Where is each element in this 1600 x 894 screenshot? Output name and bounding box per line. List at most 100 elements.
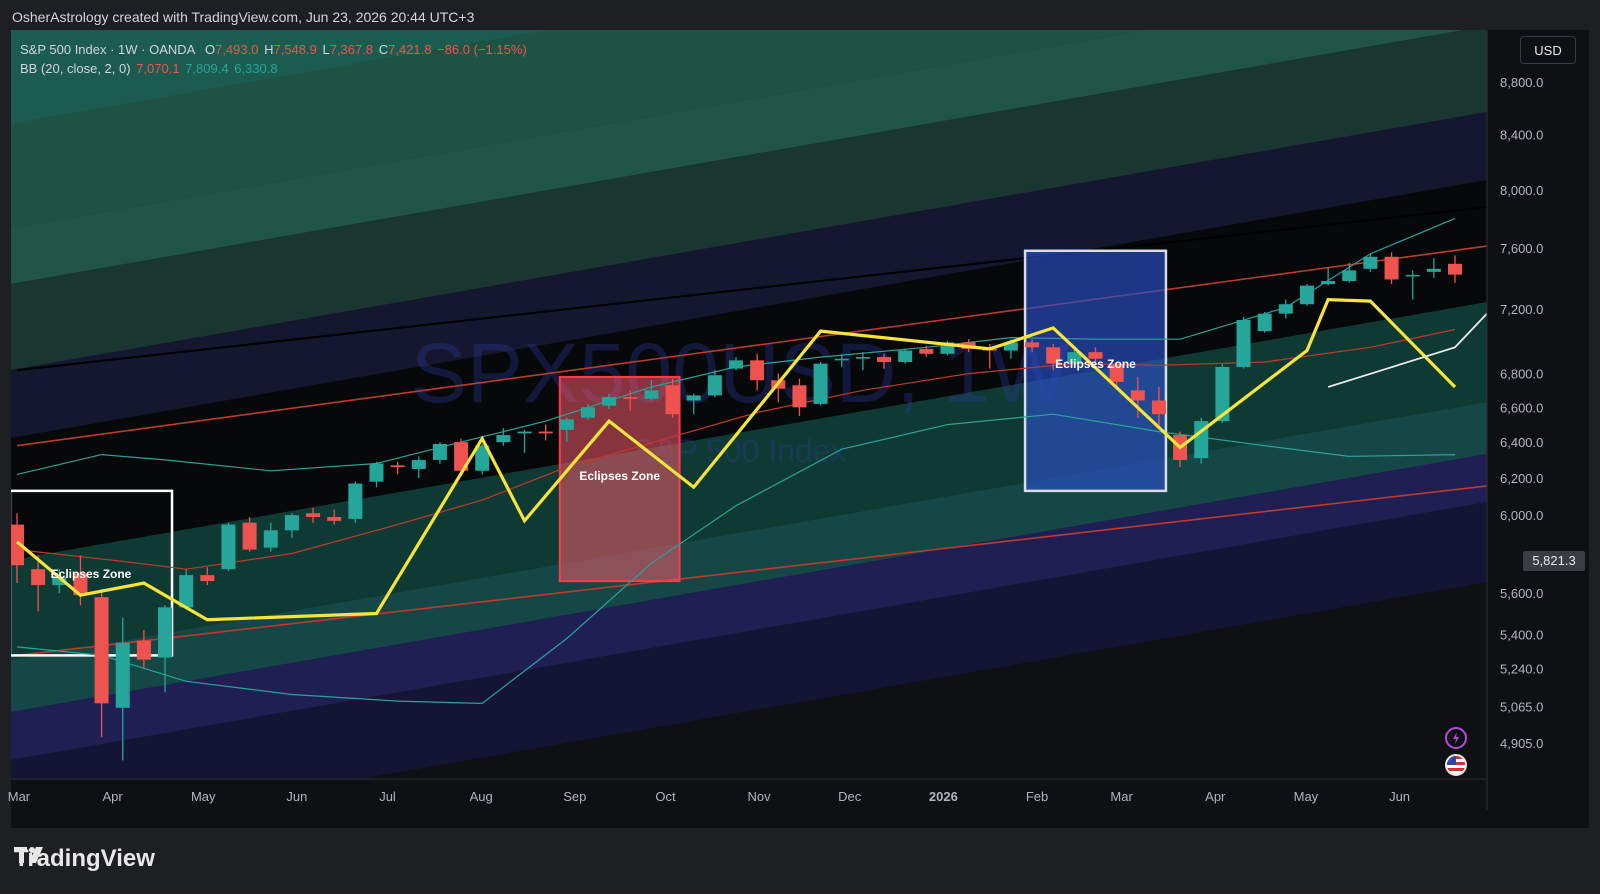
candle[interactable] bbox=[1257, 312, 1272, 333]
eclipse-zone-2[interactable] bbox=[1023, 249, 1168, 493]
candle[interactable] bbox=[136, 630, 151, 669]
candle[interactable] bbox=[1109, 361, 1124, 387]
candle-body bbox=[665, 385, 680, 415]
candle[interactable] bbox=[221, 522, 236, 572]
channel-band-8 bbox=[11, 454, 1487, 760]
candle[interactable] bbox=[411, 456, 426, 479]
candle[interactable] bbox=[1321, 267, 1336, 286]
candle-body bbox=[390, 465, 405, 468]
lightning-icon[interactable] bbox=[1445, 727, 1467, 749]
candle[interactable] bbox=[517, 429, 532, 453]
candle[interactable] bbox=[1046, 344, 1061, 371]
y-tick-label: 6,600.0 bbox=[1500, 400, 1543, 415]
candle[interactable] bbox=[665, 378, 680, 418]
bb-label[interactable]: BB (20, close, 2, 0) bbox=[20, 61, 131, 76]
candle[interactable] bbox=[559, 417, 574, 443]
candle-body bbox=[792, 385, 807, 408]
candle[interactable] bbox=[94, 589, 109, 738]
candle[interactable] bbox=[686, 393, 701, 415]
candle-body bbox=[369, 463, 384, 482]
candle[interactable] bbox=[263, 522, 278, 552]
candle[interactable] bbox=[1130, 376, 1145, 418]
candle[interactable] bbox=[115, 617, 130, 761]
candle[interactable] bbox=[750, 353, 765, 391]
candle[interactable] bbox=[834, 353, 849, 367]
candle[interactable] bbox=[454, 438, 469, 473]
candle[interactable] bbox=[1088, 347, 1103, 364]
candle[interactable] bbox=[200, 567, 215, 586]
tradingview-brand[interactable]: TradingView bbox=[14, 845, 155, 873]
candle[interactable] bbox=[1194, 417, 1209, 464]
candle-body bbox=[1405, 274, 1420, 277]
candle[interactable] bbox=[707, 370, 722, 398]
candle[interactable] bbox=[10, 513, 24, 584]
candle[interactable] bbox=[284, 513, 299, 538]
x-tick-label: Jul bbox=[379, 789, 396, 804]
candle[interactable] bbox=[348, 481, 363, 523]
open-value: 7,493.0 bbox=[215, 42, 259, 57]
candle[interactable] bbox=[813, 361, 828, 406]
candle[interactable] bbox=[644, 380, 659, 401]
candle[interactable] bbox=[496, 428, 511, 446]
candle[interactable] bbox=[1405, 270, 1420, 300]
x-tick-label: Apr bbox=[1205, 789, 1226, 804]
eclipse-zone-1[interactable] bbox=[558, 375, 681, 583]
candle[interactable] bbox=[242, 517, 257, 552]
forecast-line bbox=[15, 297, 1457, 622]
candle[interactable] bbox=[1448, 255, 1462, 283]
candle[interactable] bbox=[1342, 262, 1357, 283]
bb-lower-line bbox=[16, 413, 1456, 705]
x-tick-label: Dec bbox=[838, 789, 862, 804]
candle[interactable] bbox=[1299, 284, 1314, 306]
candle[interactable] bbox=[580, 403, 595, 420]
x-tick-label: Sep bbox=[563, 789, 586, 804]
x-tick-label: Jun bbox=[286, 789, 307, 804]
candle[interactable] bbox=[327, 509, 342, 525]
last-price-tag: 5,821.3 bbox=[1523, 551, 1585, 571]
candle[interactable] bbox=[1236, 316, 1251, 369]
candle[interactable] bbox=[602, 393, 617, 410]
candle[interactable] bbox=[158, 605, 173, 693]
candle[interactable] bbox=[475, 443, 490, 475]
candle-body bbox=[11, 524, 24, 566]
candle[interactable] bbox=[73, 555, 88, 606]
candle[interactable] bbox=[390, 461, 405, 475]
candle-body bbox=[1299, 285, 1314, 305]
candle[interactable] bbox=[1363, 253, 1378, 272]
symbol-label[interactable]: S&P 500 Index · 1W · OANDA bbox=[20, 42, 196, 57]
candle[interactable] bbox=[919, 345, 934, 358]
candle[interactable] bbox=[877, 353, 892, 369]
candle[interactable] bbox=[1067, 348, 1082, 367]
channel-band-3 bbox=[11, 30, 1487, 370]
candle-body bbox=[1278, 304, 1293, 314]
candle[interactable] bbox=[538, 424, 553, 441]
candle-body bbox=[877, 357, 892, 362]
tradingview-logo-icon bbox=[14, 847, 43, 863]
currency-button[interactable]: USD bbox=[1520, 36, 1576, 64]
candle[interactable] bbox=[792, 378, 807, 416]
candle[interactable] bbox=[623, 390, 638, 411]
candle[interactable] bbox=[1215, 363, 1230, 423]
candle[interactable] bbox=[432, 442, 447, 464]
candle[interactable] bbox=[1384, 252, 1399, 285]
candle[interactable] bbox=[855, 352, 870, 371]
candle[interactable] bbox=[898, 348, 913, 364]
candle-body bbox=[115, 642, 130, 708]
candle[interactable] bbox=[1426, 258, 1441, 278]
candle[interactable] bbox=[369, 461, 384, 488]
candle-body bbox=[454, 442, 469, 471]
candle-body bbox=[750, 360, 765, 381]
us-flag-icon[interactable] bbox=[1445, 754, 1467, 776]
candle[interactable] bbox=[729, 357, 743, 371]
candle[interactable] bbox=[306, 507, 321, 523]
candle[interactable] bbox=[1025, 339, 1040, 353]
ohlc-row: S&P 500 Index · 1W · OANDA O7,493.0 H7,5… bbox=[20, 40, 529, 59]
candle[interactable] bbox=[1278, 299, 1293, 319]
candle[interactable] bbox=[1151, 386, 1166, 429]
candle[interactable] bbox=[179, 569, 194, 610]
eclipse-zone-0[interactable] bbox=[10, 489, 174, 657]
candle-body bbox=[1384, 256, 1399, 280]
candle[interactable] bbox=[52, 569, 67, 594]
candle[interactable] bbox=[31, 555, 46, 612]
